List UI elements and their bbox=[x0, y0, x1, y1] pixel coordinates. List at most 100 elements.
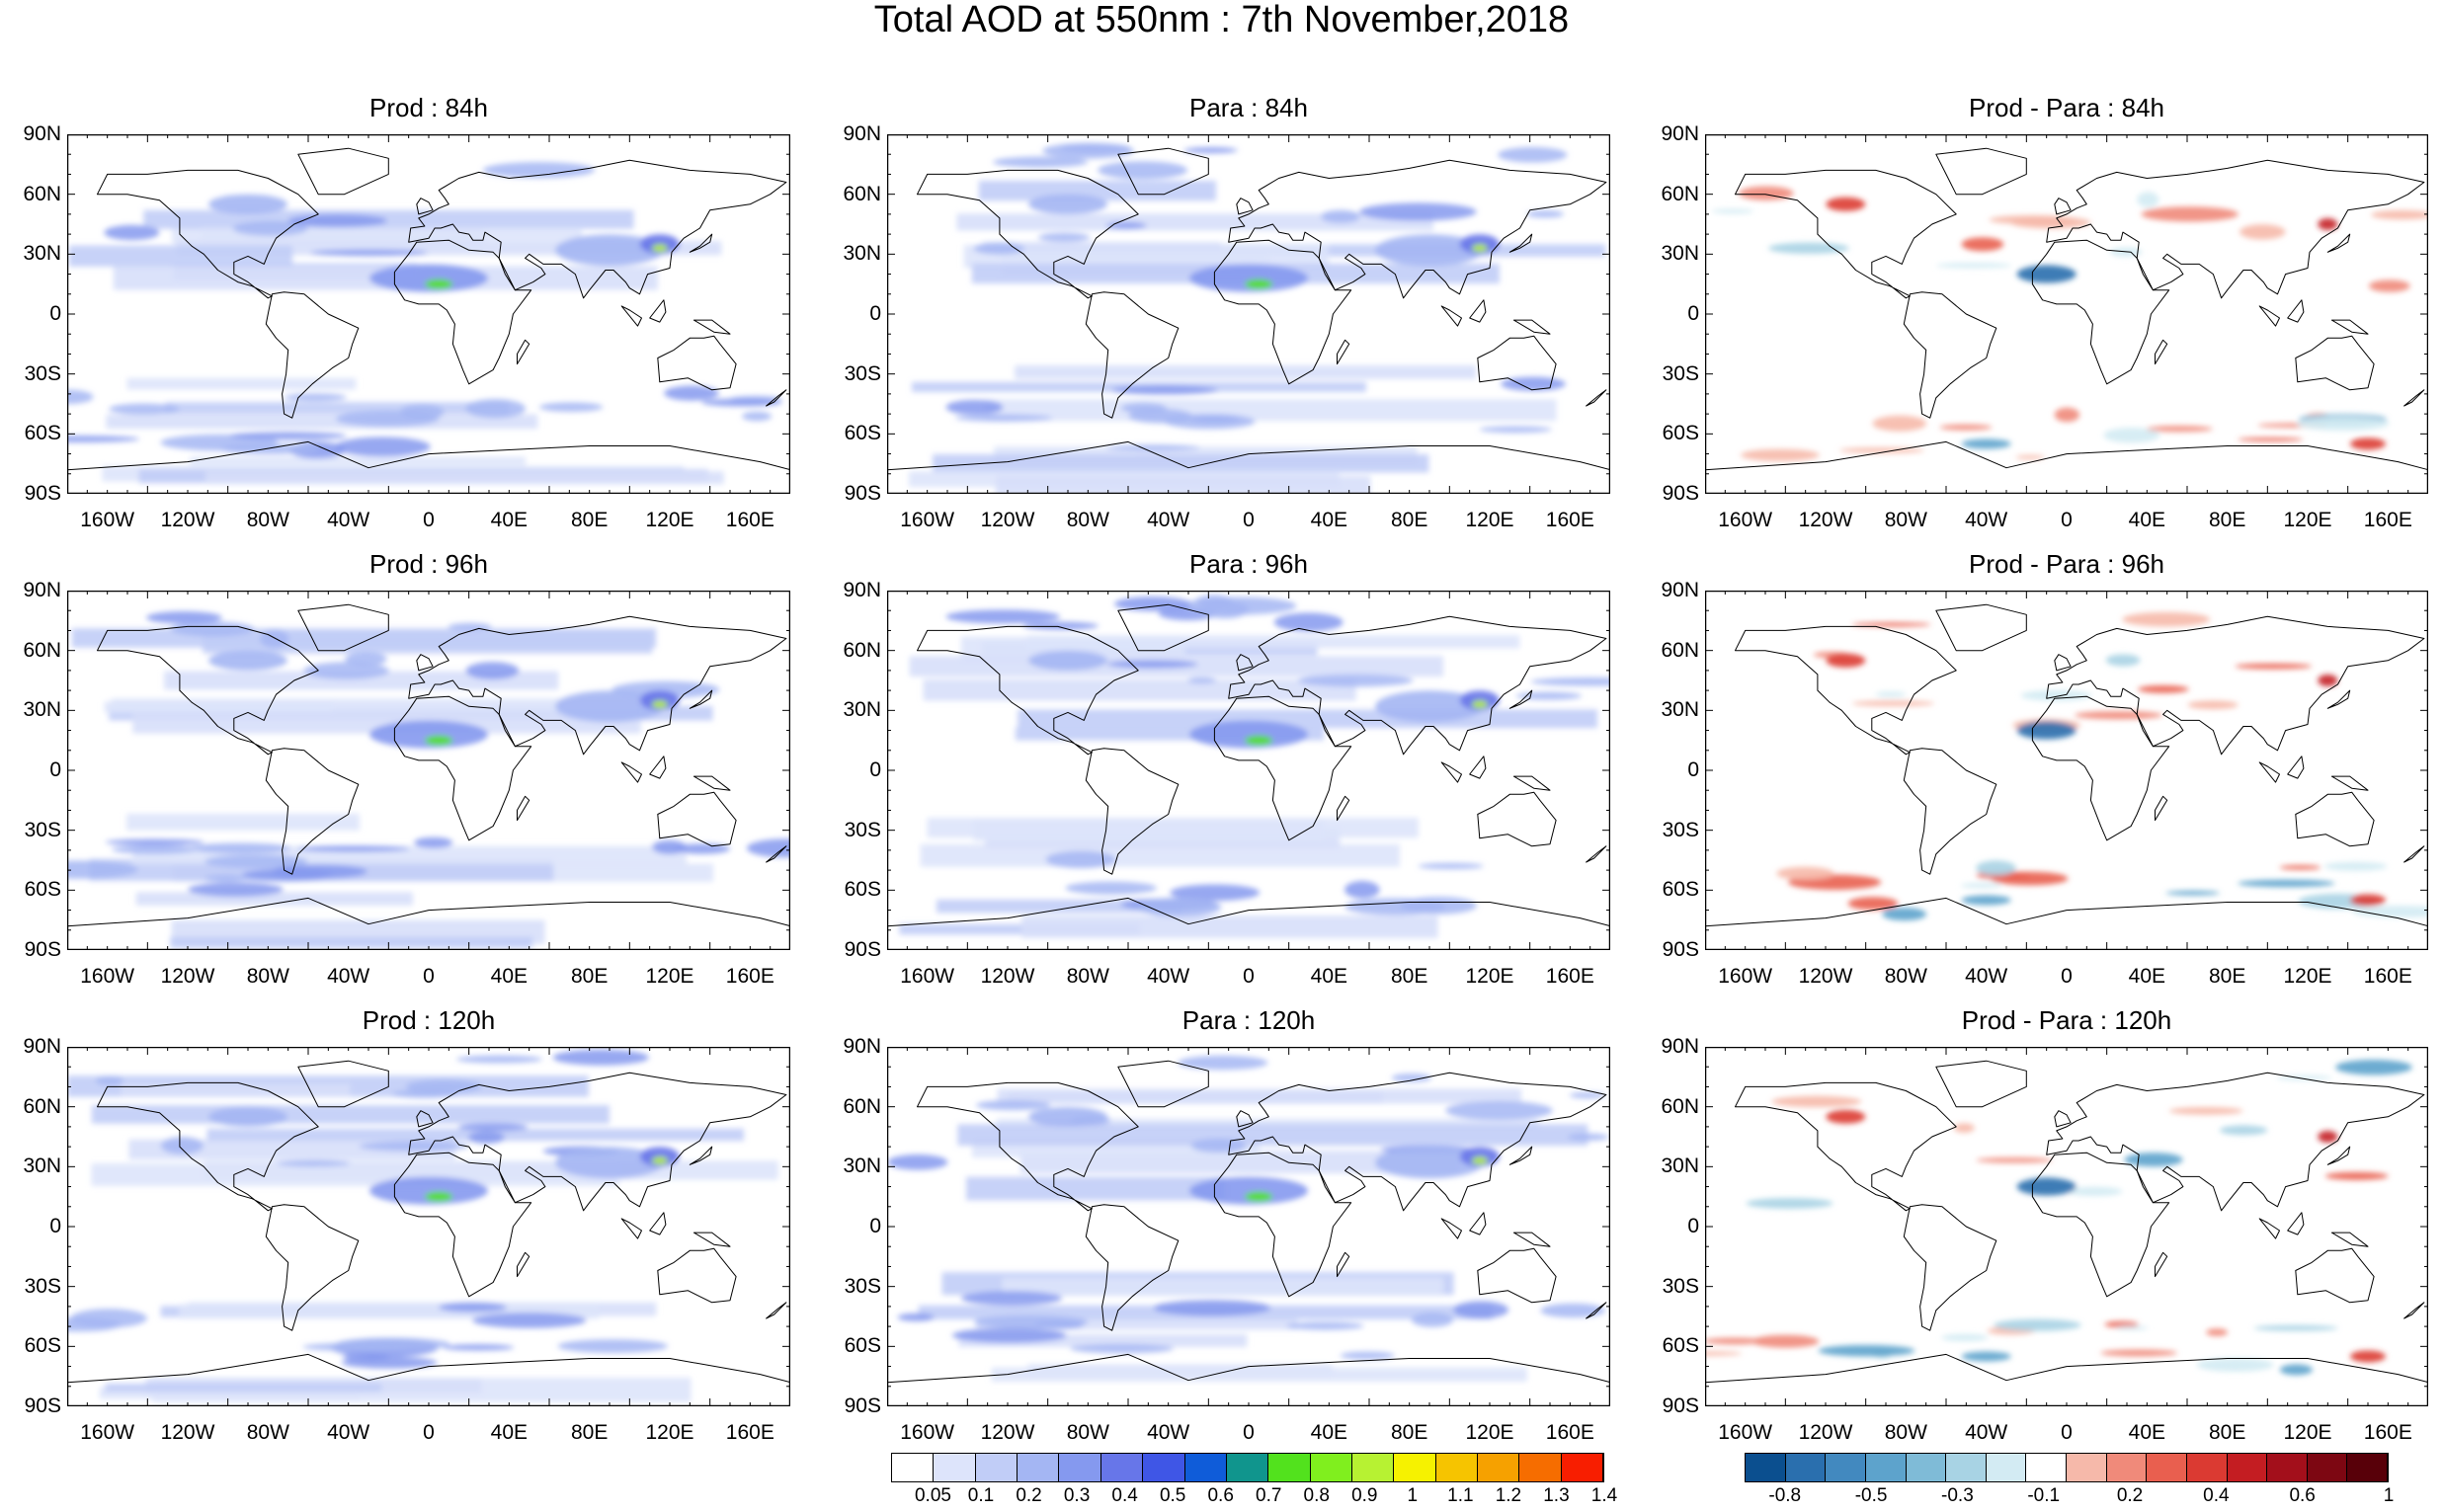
coastline bbox=[2330, 319, 2369, 335]
coastline bbox=[649, 1212, 667, 1235]
coastline bbox=[1705, 440, 2428, 494]
longitude-label: 40W bbox=[1965, 1421, 2008, 1444]
difference-patch bbox=[1976, 860, 2016, 876]
difference-core bbox=[2350, 894, 2386, 907]
difference-patch bbox=[1961, 237, 2004, 252]
coastline bbox=[689, 233, 713, 253]
longitude-label: 120W bbox=[160, 509, 215, 531]
aod-swirl bbox=[742, 411, 773, 422]
aod-swirl bbox=[457, 1123, 529, 1132]
coastline bbox=[1735, 1081, 1957, 1212]
aod-plume bbox=[369, 1176, 488, 1205]
coastline bbox=[1903, 748, 1997, 875]
latitude-label: 60S bbox=[1662, 422, 1699, 445]
colorbar-swatch bbox=[1906, 1454, 1947, 1481]
coastline bbox=[1213, 695, 1352, 841]
aod-band bbox=[135, 892, 413, 906]
difference-core bbox=[2318, 1131, 2338, 1143]
longitude-label: 160E bbox=[725, 509, 774, 531]
coastline bbox=[2326, 233, 2351, 253]
difference-patch bbox=[1941, 1333, 1989, 1342]
coastline bbox=[1337, 1251, 1350, 1278]
difference-patch bbox=[2124, 1153, 2183, 1167]
aod-swirl bbox=[297, 845, 410, 852]
difference-patch bbox=[2105, 654, 2141, 667]
aod-swirl bbox=[341, 1356, 438, 1369]
difference-patch bbox=[1994, 1318, 2081, 1331]
colorbar-swatch bbox=[1519, 1454, 1562, 1481]
aod-band bbox=[91, 1162, 619, 1186]
difference-patch bbox=[2165, 890, 2220, 896]
coastline bbox=[2258, 1218, 2280, 1239]
longitude-label: 40E bbox=[1310, 1421, 1348, 1444]
latitude-label: 0 bbox=[1687, 1215, 1699, 1237]
aod-swirl bbox=[1183, 147, 1238, 154]
difference-patch bbox=[1851, 622, 1931, 627]
aod-swirl bbox=[190, 842, 291, 854]
coastline bbox=[2046, 159, 2425, 299]
colorbar-label: 0.4 bbox=[2203, 1485, 2230, 1506]
aod-swirl bbox=[1153, 1300, 1271, 1316]
aod-swirl bbox=[1400, 896, 1478, 915]
aod-swirl bbox=[287, 213, 387, 228]
aod-swirl bbox=[1569, 1091, 1606, 1099]
aod-plume bbox=[369, 720, 488, 749]
colorbar-swatch bbox=[934, 1454, 976, 1481]
colorbar-label: 0.4 bbox=[1111, 1485, 1138, 1506]
coastline bbox=[1440, 305, 1462, 327]
latitude-label: 60S bbox=[24, 878, 61, 902]
longitude-label: 160E bbox=[1545, 1421, 1594, 1444]
latitude-label: 0 bbox=[869, 1215, 881, 1237]
difference-patch bbox=[2371, 209, 2428, 220]
latitude-label: 60N bbox=[23, 1094, 61, 1118]
longitude-label: 80W bbox=[246, 1421, 289, 1444]
aod-plume bbox=[1028, 650, 1107, 671]
aod-plume bbox=[208, 1106, 287, 1127]
difference-patch bbox=[2352, 906, 2428, 918]
longitude-label: 0 bbox=[1243, 1421, 1255, 1444]
latitude-label: 60N bbox=[23, 638, 61, 662]
colorbar-label: 0.5 bbox=[1159, 1485, 1186, 1506]
difference-patch bbox=[1936, 263, 2012, 269]
longitude-label: 80E bbox=[1390, 965, 1428, 988]
difference-patch bbox=[2010, 216, 2091, 229]
longitude-label: 160W bbox=[80, 965, 135, 988]
coastline bbox=[97, 625, 319, 756]
coastline bbox=[1508, 1146, 1533, 1165]
aod-swirl bbox=[1170, 884, 1261, 902]
aod-swirl bbox=[1273, 612, 1344, 632]
aod-swirl bbox=[1111, 385, 1218, 395]
difference-patch bbox=[2296, 416, 2390, 432]
latitude-label: 90S bbox=[24, 1394, 61, 1417]
coastline bbox=[2326, 1146, 2351, 1165]
aod-swirl bbox=[538, 402, 604, 413]
coastline bbox=[2287, 1212, 2305, 1235]
figure-title: Total AOD at 550nm : 7th November,2018 bbox=[873, 0, 1570, 40]
latitude-label: 30S bbox=[1662, 818, 1699, 841]
aod-swirl bbox=[960, 1291, 1063, 1306]
aod-swirl bbox=[557, 1339, 669, 1354]
latitude-label: 30S bbox=[844, 1274, 881, 1298]
coastline bbox=[97, 1081, 319, 1212]
aod-swirl bbox=[277, 1159, 351, 1167]
latitude-label: 60S bbox=[1662, 1334, 1699, 1358]
latitude-label: 60N bbox=[843, 1094, 881, 1118]
aod-swirl bbox=[1114, 597, 1191, 611]
coastline bbox=[67, 897, 790, 950]
colorbar-swatch bbox=[1865, 1454, 1907, 1481]
longitude-label: 80W bbox=[1884, 965, 1927, 988]
map-frame bbox=[887, 1047, 1610, 1406]
difference-core bbox=[2016, 721, 2077, 740]
coastline bbox=[297, 147, 389, 196]
difference-patch bbox=[2147, 426, 2213, 433]
aod-swirl bbox=[204, 874, 246, 882]
coastline bbox=[67, 1353, 790, 1406]
longitude-label: 80E bbox=[2208, 1421, 2246, 1444]
latitude-label: 90S bbox=[1662, 1394, 1699, 1417]
latitude-label: 90N bbox=[843, 1035, 881, 1058]
aod-swirl bbox=[1340, 1351, 1395, 1360]
longitude-label: 80E bbox=[2208, 509, 2246, 531]
latitude-label: 0 bbox=[1687, 302, 1699, 325]
panel-title: Prod : 120h bbox=[362, 1005, 496, 1035]
aod-swirl bbox=[345, 652, 387, 667]
